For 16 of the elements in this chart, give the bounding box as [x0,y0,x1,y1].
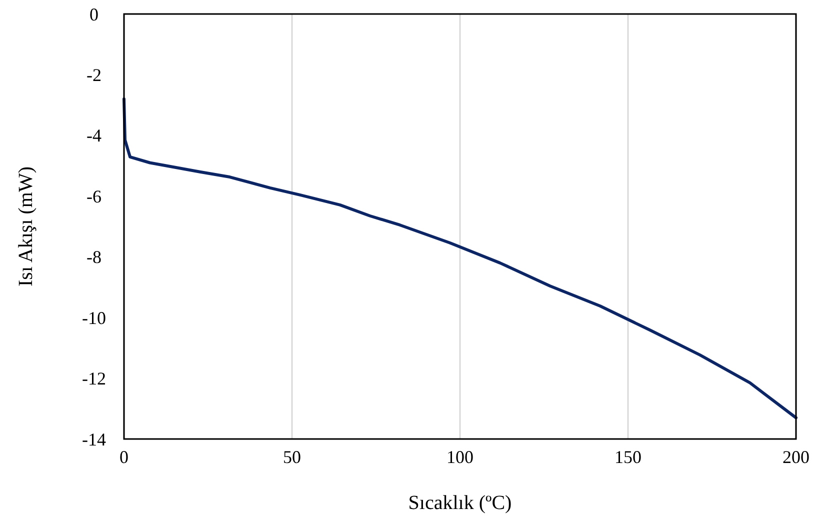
y-tick-label: -14 [82,429,106,450]
y-tick-label: -8 [86,247,102,268]
x-tick-label: 100 [446,447,474,467]
y-tick-label: -12 [82,368,106,389]
x-tick-label: 200 [782,447,810,467]
y-axis-title: Isı Akışı (mW) [15,166,37,286]
y-tick-label: -6 [86,186,102,206]
y-tick-label: 0 [90,4,98,24]
y-tick-label: -4 [86,126,102,146]
y-tick-label: -2 [86,65,102,86]
line-series [122,98,798,420]
x-tick-label: 50 [283,447,301,467]
x-tick-label: 0 [120,447,128,467]
x-axis-title: Sıcaklık (ºC) [408,492,512,514]
x-tick-label: 150 [614,447,642,467]
y-tick-label: -10 [82,308,106,328]
